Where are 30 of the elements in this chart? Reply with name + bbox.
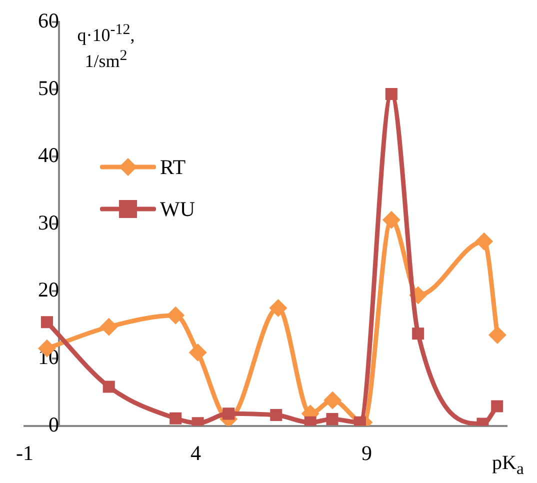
point: [40, 316, 53, 328]
point: [170, 412, 182, 424]
x-axis-title: pK$_{a}$: [492, 452, 524, 479]
point: [270, 409, 282, 422]
legend-label: WU: [160, 196, 195, 222]
y-axis-title: q·10$^{-12}$, 1/sm$^{2}$: [76, 21, 136, 72]
point: [382, 210, 400, 229]
point: [222, 408, 235, 420]
point: [488, 326, 506, 344]
point: [324, 391, 342, 410]
legend-label: RT: [160, 154, 186, 180]
x-tick-label: -1: [16, 440, 34, 465]
point: [102, 380, 115, 393]
point: [385, 88, 398, 100]
y-tick-label: 0: [48, 412, 59, 436]
point: [100, 318, 118, 336]
y-tick-label: 40: [38, 143, 59, 168]
y-tick-label: 20: [38, 278, 59, 302]
x-tick-label: 4: [190, 440, 202, 465]
x-tick-label: 9: [362, 440, 372, 465]
point: [188, 343, 207, 362]
point: [326, 413, 338, 426]
y-tick-label: 60: [38, 8, 59, 33]
point: [166, 306, 185, 324]
point: [475, 232, 494, 250]
y-tick-label: 50: [38, 76, 59, 100]
point: [412, 328, 424, 340]
point: [269, 299, 288, 318]
y-tick-label: 30: [38, 210, 59, 234]
point: [491, 400, 504, 412]
